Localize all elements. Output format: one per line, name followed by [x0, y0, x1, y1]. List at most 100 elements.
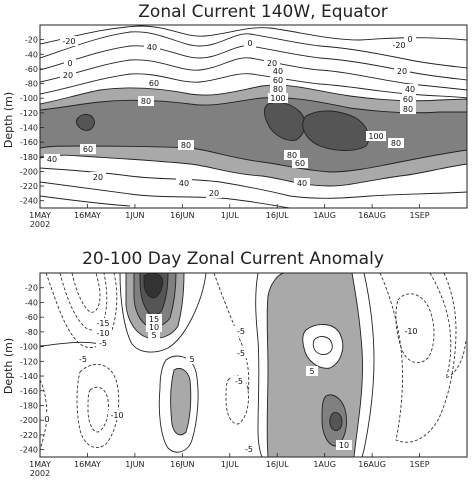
- top-clabel: 80: [270, 84, 286, 94]
- bot-hole-aug: [302, 324, 344, 369]
- y-tick-label: -160: [20, 138, 38, 147]
- y-tick-label: -20: [25, 36, 38, 45]
- top-clabel: 0: [64, 58, 76, 68]
- bottom-ylabel: Depth (m): [2, 338, 15, 394]
- x-tick-label: 16JUN: [170, 460, 194, 469]
- y-tick-label: -80: [25, 80, 38, 89]
- bottom-panel: 20-100 Day Zonal Current Anomaly: [2, 249, 468, 478]
- top-contour-20b: [40, 181, 291, 208]
- top-clabel: 0: [244, 38, 256, 48]
- top-clabel-text: 20: [63, 71, 73, 80]
- top-plot-area: [40, 25, 467, 208]
- y-tick-label: -80: [25, 328, 38, 337]
- top-contour-40: [40, 57, 467, 91]
- top-contour-labels: -20 0 20 40 60 80 80 60 40 20 40 20 20 4…: [44, 34, 418, 198]
- bottom-title: 20-100 Day Zonal Current Anomaly: [82, 249, 384, 269]
- x-tick-label: 2002: [30, 469, 50, 478]
- x-tick-label: 1JUL: [221, 211, 239, 220]
- top-clabel-text: 0: [407, 35, 412, 44]
- top-clabel-text: 40: [47, 155, 57, 164]
- bot-clabel: 5: [186, 354, 198, 364]
- x-tick-label: 16MAY: [74, 211, 101, 220]
- top-clabel-text: 100: [368, 132, 383, 141]
- bot-clabel: 0: [42, 414, 52, 424]
- top-shade-100b: [302, 110, 370, 151]
- y-tick-label: -120: [20, 109, 38, 118]
- bot-clabel: -10: [108, 410, 126, 420]
- x-tick-label: 1JUN: [125, 211, 144, 220]
- bot-clabel: -5: [96, 338, 110, 348]
- top-clabel-text: 40: [405, 85, 415, 94]
- x-tick-label: 1MAY: [29, 211, 51, 220]
- top-clabel-text: 20: [267, 59, 277, 68]
- top-title: Zonal Current 140W, Equator: [138, 2, 387, 22]
- bot-contour-neg-jul-2: [225, 375, 249, 425]
- bottom-plot-area: [40, 273, 467, 457]
- top-clabel: 20: [394, 66, 410, 76]
- bot-contour-zero-3: [255, 273, 263, 457]
- bot-clabel-text: 5: [189, 355, 194, 364]
- x-tick-label: 16MAY: [74, 460, 101, 469]
- bot-contour-zero-4: [361, 273, 375, 457]
- top-clabel: 60: [292, 158, 308, 168]
- y-tick-label: -60: [25, 65, 38, 74]
- y-tick-label: -200: [20, 416, 38, 425]
- top-ylabel: Depth (m): [2, 92, 15, 148]
- top-clabel-text: 60: [149, 79, 159, 88]
- bot-clabel: -5: [242, 444, 256, 454]
- y-tick-label: -180: [20, 153, 38, 162]
- top-clabel-text: 60: [295, 159, 305, 168]
- y-tick-label: -180: [20, 401, 38, 410]
- bot-clabel-text: 10: [149, 323, 159, 332]
- bot-clabel-text: 10: [339, 441, 349, 450]
- top-clabel: 60: [146, 78, 162, 88]
- bot-clabel: 10: [146, 322, 162, 332]
- top-clabel: 100: [268, 93, 288, 103]
- bot-clabel: -5: [234, 348, 248, 358]
- top-clabel-text: 0: [247, 39, 252, 48]
- top-clabel-text: 20: [93, 173, 103, 182]
- bot-contour-neg-sep-2: [395, 293, 435, 364]
- bot-clabel-text: -5: [237, 349, 245, 358]
- bot-clabel-text: 5: [309, 367, 314, 376]
- top-clabel: 20: [60, 70, 76, 80]
- y-tick-label: -220: [20, 182, 38, 191]
- top-clabel-text: 80: [391, 139, 401, 148]
- bot-shade-15-aug: [329, 411, 343, 431]
- bot-clabel: -15: [94, 318, 112, 328]
- top-clabel-text: 60: [403, 95, 413, 104]
- bot-clabel-text: -10: [110, 411, 123, 420]
- top-clabel: 40: [402, 84, 418, 94]
- top-clabel: 60: [270, 75, 286, 85]
- bot-contour-zero-2: [158, 355, 199, 453]
- bot-clabel: 15: [146, 314, 162, 324]
- top-clabel: 40: [176, 178, 192, 188]
- top-clabel: 20: [90, 172, 106, 182]
- y-tick-label: -120: [20, 357, 38, 366]
- top-clabel-text: 60: [273, 76, 283, 85]
- top-clabel-text: 20: [397, 67, 407, 76]
- bot-clabel: -5: [234, 326, 248, 336]
- bot-clabel-text: -5: [79, 355, 87, 364]
- top-clabel-text: 40: [147, 43, 157, 52]
- x-tick-label: 1SEP: [410, 211, 430, 220]
- bot-clabel: -5: [232, 376, 246, 386]
- top-contour-20c: [40, 195, 131, 207]
- x-tick-label: 16AUG: [358, 211, 386, 220]
- x-tick-label: 1JUN: [125, 460, 144, 469]
- top-clabel: 40: [144, 42, 160, 52]
- top-contour-m20: [40, 25, 467, 45]
- bottom-contour-labels: -15 -10 -5 -5 0 -10 15 10 5 5 -5 -5 -5 -…: [42, 314, 420, 454]
- bot-clabel-text: -5: [245, 445, 253, 454]
- top-clabel: 80: [388, 138, 404, 148]
- bot-contour-zero-5: [40, 341, 101, 347]
- y-tick-label: -20: [25, 284, 38, 293]
- bot-clabel: 5: [148, 330, 160, 340]
- top-clabel-text: -20: [392, 41, 405, 50]
- bot-clabel-text: -10: [96, 329, 109, 338]
- bot-contour-zero-1: [119, 273, 207, 353]
- top-clabel: 20: [206, 188, 222, 198]
- bot-clabel-text: -5: [99, 339, 107, 348]
- x-tick-label: 16JUN: [170, 211, 194, 220]
